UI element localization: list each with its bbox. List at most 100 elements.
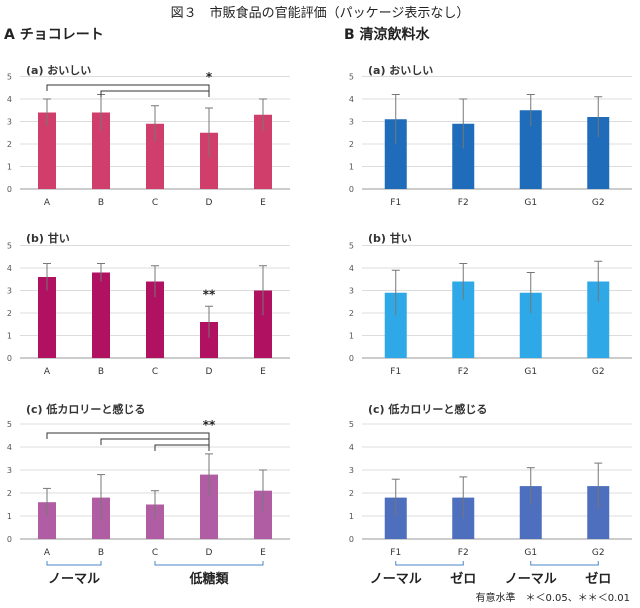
significance-footnote: 有意水準 ＊＜0.05、＊＊＜0.01 [475,593,630,604]
chart-title: (a) おいしい [26,64,91,77]
bar [587,281,610,358]
bar [200,322,218,358]
y-tick-label: 4 [7,264,12,273]
significance-bracket [46,432,210,439]
bar [38,112,56,189]
y-tick-label: 4 [7,443,12,452]
y-tick-label: 0 [349,185,354,194]
y-tick-label: 5 [7,242,12,251]
y-tick-label: 5 [349,73,354,82]
y-tick-label: 0 [7,185,12,194]
y-tick-label: 1 [7,332,12,341]
x-tick-label: F1 [390,198,401,208]
bar [38,502,56,539]
bar [587,486,610,539]
x-tick-label: B [98,548,104,558]
bar [452,123,475,189]
y-tick-label: 2 [7,489,12,498]
y-tick-label: 3 [349,118,354,127]
y-tick-label: 2 [349,140,354,149]
x-tick-label: F2 [458,198,469,208]
group-label: ゼロ [585,571,611,587]
group-bracket [395,561,464,566]
chart-4: (a) おいしい 0 1 2 3 4 5 F1 F2 G1 G2 [349,64,632,208]
y-tick-label: 5 [349,242,354,251]
y-tick-label: 3 [349,466,354,475]
bar [587,117,610,189]
panel-a-heading: A チョコレート [4,27,104,43]
chart-6: (c) 低カロリーと感じる 0 1 2 3 4 5 F1 F2 G1 G2 ノーマル ゼロ ノーマル ゼロ [349,402,632,587]
group-bracket [530,561,599,566]
chart-3: (c) 低カロリーと感じる 0 1 2 3 4 5 A B C D E ** ノーマル 低糖類 [7,402,290,587]
significance-mark: ** [203,418,216,432]
x-tick-label: E [260,548,266,558]
y-tick-label: 3 [349,287,354,296]
y-tick-label: 5 [349,420,354,429]
x-tick-label: A [44,198,51,208]
group-label: ゼロ [450,571,476,587]
group-label: ノーマル [505,572,557,587]
bar [519,292,542,358]
y-tick-label: 4 [349,443,354,452]
group-label: ノーマル [370,572,422,587]
x-tick-label: A [44,548,51,558]
bar [254,490,272,539]
chart-title: (b) 甘い [26,231,70,245]
y-tick-label: 2 [7,140,12,149]
chart-title: (a) おいしい [368,64,433,77]
y-tick-label: 4 [7,95,12,104]
x-tick-label: G2 [592,198,605,208]
y-tick-label: 1 [7,163,12,172]
x-tick-label: D [206,367,213,377]
bar [384,497,407,539]
chart-title: (b) 甘い [368,231,412,245]
y-tick-label: 5 [7,73,12,82]
group-bracket [154,561,264,566]
significance-bracket [100,438,210,445]
x-tick-label: D [206,198,213,208]
x-tick-label: F2 [458,548,469,558]
y-tick-label: 0 [349,535,354,544]
bar [92,112,110,189]
y-tick-label: 2 [349,489,354,498]
bar [519,486,542,539]
y-tick-label: 5 [7,420,12,429]
x-tick-label: A [44,367,51,377]
y-tick-label: 1 [349,332,354,341]
y-tick-label: 0 [7,354,12,363]
bar [384,292,407,358]
chart-title: (c) 低カロリーと感じる [368,402,487,416]
y-tick-label: 0 [349,354,354,363]
chart-2: (b) 甘い 0 1 2 3 4 5 A B C D E ** [7,231,290,377]
bar [254,290,272,358]
bar [384,119,407,189]
x-tick-label: G1 [524,198,537,208]
y-tick-label: 2 [7,309,12,318]
bar [38,277,56,358]
y-tick-label: 3 [7,466,12,475]
chart-title: (c) 低カロリーと感じる [26,402,145,416]
x-tick-label: C [152,198,158,208]
significance-mark: ** [203,287,216,301]
x-tick-label: F1 [390,367,401,377]
x-tick-label: G1 [524,367,537,377]
chart-5: (b) 甘い 0 1 2 3 4 5 F1 F2 G1 G2 [349,231,632,377]
bar [200,474,218,539]
bar [146,281,164,358]
x-tick-label: D [206,548,213,558]
bar [200,132,218,189]
y-tick-label: 3 [7,118,12,127]
bar [146,504,164,539]
bar [254,114,272,189]
significance-bracket [46,84,210,91]
x-tick-label: B [98,198,104,208]
group-label: 低糖類 [188,571,229,587]
y-tick-label: 1 [349,163,354,172]
x-tick-label: G2 [592,367,605,377]
bar [146,123,164,189]
x-tick-label: E [260,367,266,377]
bar [519,110,542,189]
x-tick-label: G2 [592,548,605,558]
panel-b-heading: B 清涼飲料水 [344,27,430,43]
